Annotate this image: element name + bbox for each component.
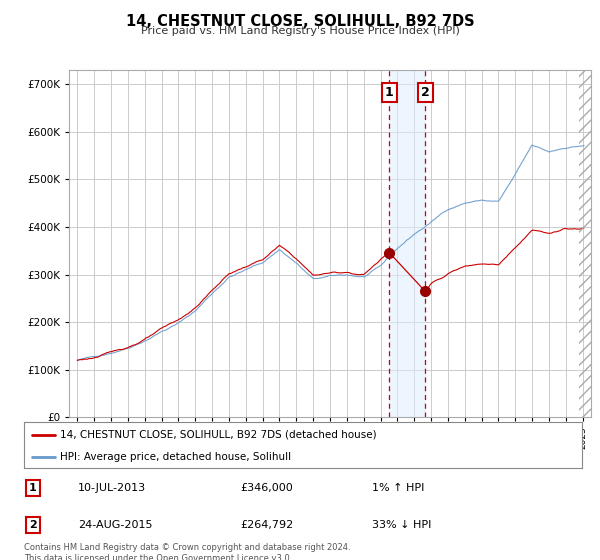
Text: HPI: Average price, detached house, Solihull: HPI: Average price, detached house, Soli…: [60, 452, 292, 463]
Text: 2: 2: [29, 520, 37, 530]
Text: 1: 1: [29, 483, 37, 493]
Text: £346,000: £346,000: [240, 483, 293, 493]
Text: Contains HM Land Registry data © Crown copyright and database right 2024.
This d: Contains HM Land Registry data © Crown c…: [24, 543, 350, 560]
Text: 1% ↑ HPI: 1% ↑ HPI: [372, 483, 424, 493]
Text: 14, CHESTNUT CLOSE, SOLIHULL, B92 7DS: 14, CHESTNUT CLOSE, SOLIHULL, B92 7DS: [125, 14, 475, 29]
Text: Price paid vs. HM Land Registry's House Price Index (HPI): Price paid vs. HM Land Registry's House …: [140, 26, 460, 36]
Bar: [579, 70, 591, 417]
Text: 33% ↓ HPI: 33% ↓ HPI: [372, 520, 431, 530]
Text: 2: 2: [421, 86, 430, 99]
Text: 10-JUL-2013: 10-JUL-2013: [78, 483, 146, 493]
Text: £264,792: £264,792: [240, 520, 293, 530]
Text: 24-AUG-2015: 24-AUG-2015: [78, 520, 152, 530]
Text: 1: 1: [385, 86, 394, 99]
Text: 14, CHESTNUT CLOSE, SOLIHULL, B92 7DS (detached house): 14, CHESTNUT CLOSE, SOLIHULL, B92 7DS (d…: [60, 430, 377, 440]
Bar: [389, 70, 425, 417]
